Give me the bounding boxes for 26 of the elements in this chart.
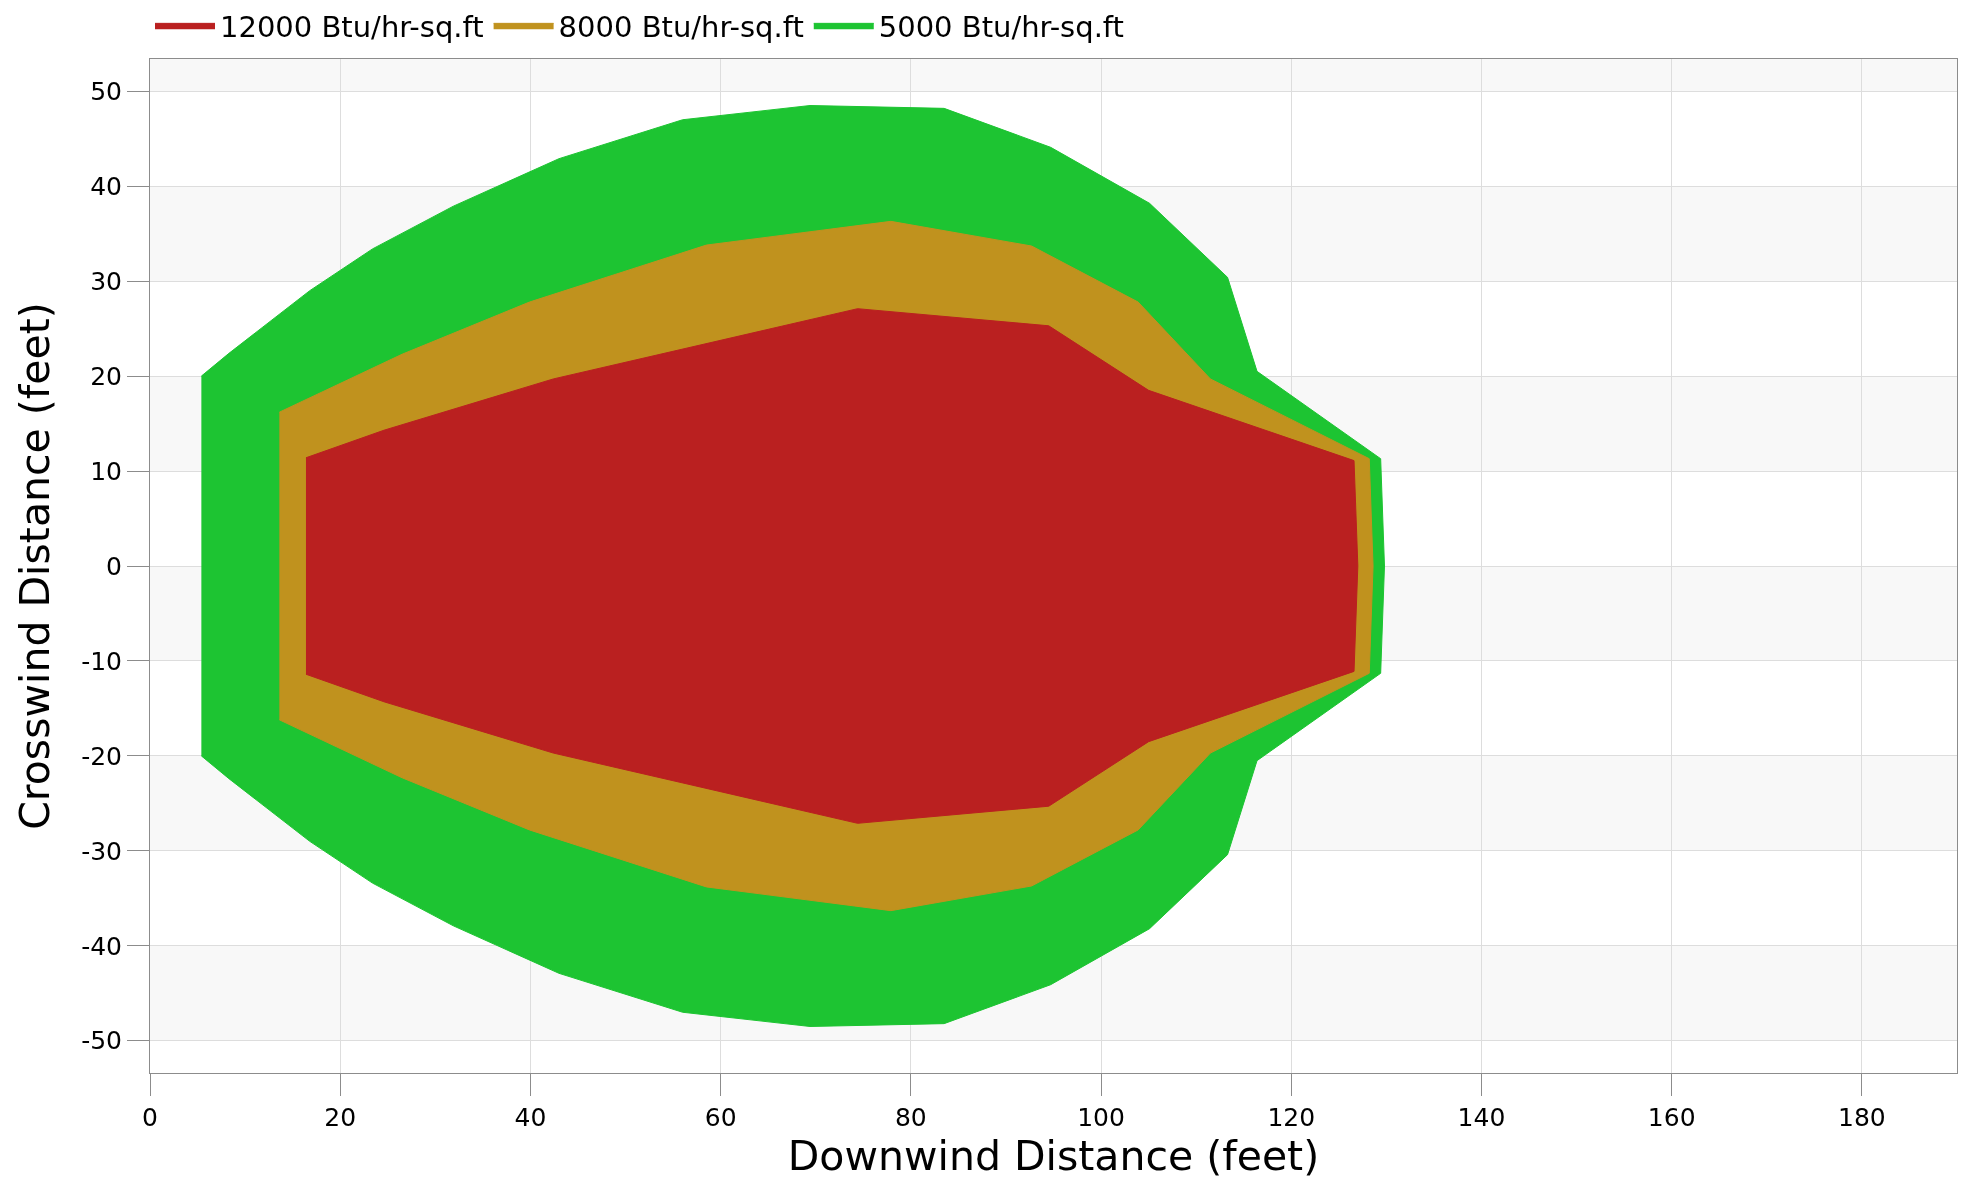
x-tick-label: 40 bbox=[514, 1103, 547, 1132]
x-tick-label: 60 bbox=[704, 1103, 737, 1132]
legend-label: 12000 Btu/hr-sq.ft bbox=[220, 9, 484, 44]
y-axis-title: Crosswind Distance (feet) bbox=[11, 302, 60, 830]
y-tick-label: -20 bbox=[81, 741, 122, 771]
x-axis-title: Downwind Distance (feet) bbox=[787, 1132, 1320, 1181]
y-tick-label: -30 bbox=[81, 836, 122, 866]
y-tick-label: 30 bbox=[90, 266, 122, 296]
y-tick-label: -10 bbox=[81, 646, 122, 676]
y-tick-label: 10 bbox=[90, 456, 122, 486]
y-tick-label: -40 bbox=[81, 931, 122, 961]
x-tick-label: 160 bbox=[1647, 1103, 1696, 1132]
x-tick-label: 120 bbox=[1267, 1103, 1316, 1132]
y-tick-label: -50 bbox=[81, 1026, 122, 1056]
x-tick-label: 140 bbox=[1457, 1103, 1506, 1132]
y-tick-label: 20 bbox=[90, 361, 122, 391]
y-tick-label: 40 bbox=[90, 171, 122, 201]
legend-label: 5000 Btu/hr-sq.ft bbox=[878, 9, 1124, 44]
x-tick-label: 80 bbox=[894, 1103, 927, 1132]
y-tick-label: 50 bbox=[90, 77, 122, 107]
legend-label: 8000 Btu/hr-sq.ft bbox=[558, 9, 804, 44]
x-tick-label: 20 bbox=[324, 1103, 357, 1132]
x-tick-label: 0 bbox=[142, 1103, 158, 1132]
y-tick-label: 0 bbox=[106, 551, 122, 581]
x-tick-label: 100 bbox=[1077, 1103, 1125, 1132]
x-tick-label: 180 bbox=[1838, 1103, 1886, 1132]
